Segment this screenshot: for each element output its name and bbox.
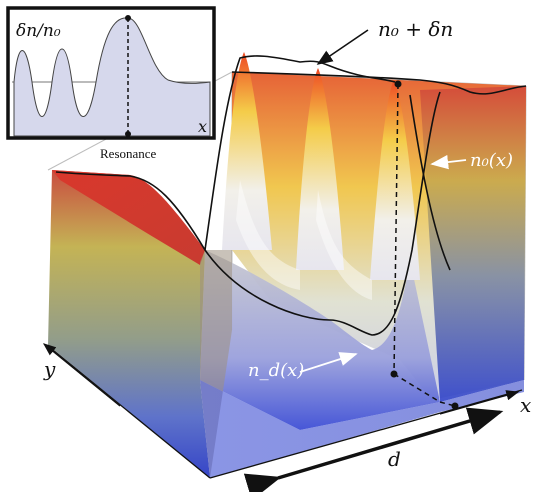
peak-1 xyxy=(222,52,272,250)
inset-curve xyxy=(13,17,211,137)
peak-2 xyxy=(296,68,344,270)
index-surface xyxy=(200,52,526,430)
label-axis-x: x xyxy=(520,393,531,417)
inset-plot: δn/n₀ x Resonance xyxy=(6,6,216,161)
base-marker xyxy=(390,370,398,378)
right-pointer xyxy=(430,154,467,170)
inset-y-label: δn/n₀ xyxy=(16,21,61,41)
pointer-arrows xyxy=(299,29,467,373)
label-distance: d xyxy=(388,447,401,471)
inset-resonance-dot xyxy=(125,131,131,137)
profile-curves xyxy=(55,55,527,336)
front-block xyxy=(48,170,232,478)
inset-peak-dot xyxy=(125,15,131,21)
inset-x-label: x xyxy=(198,117,207,136)
axis-y-arrow xyxy=(42,343,121,407)
peak-3 xyxy=(370,80,420,280)
label-axis-y: y xyxy=(43,357,56,381)
label-top: n₀ + δn xyxy=(378,17,453,41)
top-pointer xyxy=(316,29,369,65)
peak-marker xyxy=(394,80,402,88)
defect-pointer xyxy=(299,352,358,373)
label-defect: n_d(x) xyxy=(248,360,304,381)
distance-arrow xyxy=(243,407,504,492)
label-right: n₀(x) xyxy=(470,150,513,171)
inset-marker-label: Resonance xyxy=(100,146,157,161)
